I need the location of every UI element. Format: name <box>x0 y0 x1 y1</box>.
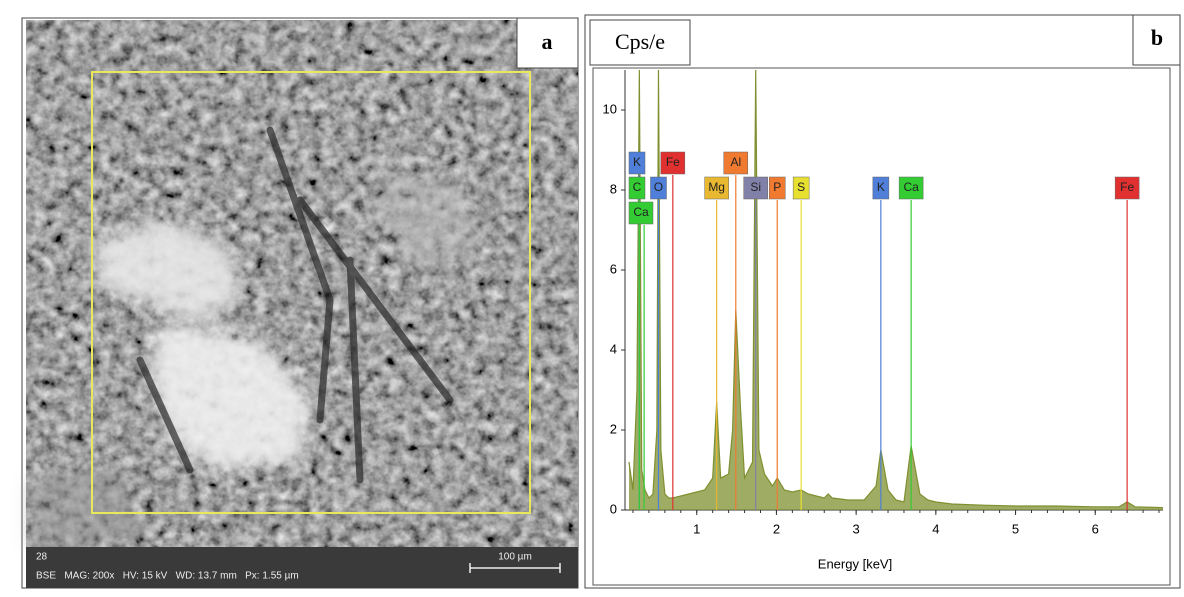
element-label: Ca <box>633 205 649 219</box>
element-label: O <box>654 180 663 194</box>
y-tick-label: 4 <box>610 341 617 356</box>
element-label: K <box>877 180 885 194</box>
unit-box <box>589 19 691 66</box>
x-tick-label: 6 <box>1092 521 1099 536</box>
selection-box <box>91 71 531 514</box>
y-tick-label: 0 <box>610 501 617 516</box>
scale-bar-label: 100 µm <box>498 552 532 563</box>
element-tag <box>792 176 810 200</box>
y-tick-label: 8 <box>610 181 617 196</box>
element-tag <box>628 176 646 200</box>
element-label: C <box>633 180 642 194</box>
y-tick-label: 10 <box>603 101 617 116</box>
panel-label-box <box>516 17 579 69</box>
panel-label-box <box>1132 14 1181 66</box>
element-tag <box>723 151 749 175</box>
element-label: S <box>797 180 805 194</box>
element-label: Mg <box>708 180 725 194</box>
element-label: Fe <box>666 155 680 169</box>
element-label: Fe <box>1120 180 1134 194</box>
element-tag <box>704 176 729 200</box>
info-line: BSE MAG: 200x HV: 15 kV WD: 13.7 mm Px: … <box>36 571 299 582</box>
element-label: K <box>633 155 641 169</box>
panel-label: a <box>542 29 553 54</box>
element-tag <box>898 176 924 200</box>
y-tick-label: 2 <box>610 421 617 436</box>
element-label: Si <box>750 180 761 194</box>
x-tick-label: 3 <box>853 521 860 536</box>
element-tag <box>743 176 768 200</box>
scale-bar <box>469 563 561 573</box>
element-tag <box>1114 176 1140 200</box>
sem-fibers <box>136 126 454 484</box>
x-tick-label: 4 <box>932 521 939 536</box>
panel-label: b <box>1151 25 1163 50</box>
info-number: 28 <box>36 552 48 563</box>
element-tag <box>768 176 786 200</box>
x-tick-label: 2 <box>773 521 780 536</box>
sem-bright-regions <box>30 170 480 545</box>
element-tag <box>660 151 686 175</box>
element-label: Al <box>730 155 741 169</box>
x-tick-label: 5 <box>1012 521 1019 536</box>
x-axis-label: Energy [keV] <box>818 556 892 571</box>
element-tag <box>650 176 667 200</box>
element-tag <box>628 151 646 175</box>
panel-a: a 28 BSE MAG: 200x HV: 15 kV WD: 13.7 mm… <box>21 17 579 589</box>
y-unit: Cps/e <box>615 29 665 54</box>
y-tick-label: 6 <box>610 261 617 276</box>
element-tag <box>628 201 654 225</box>
x-tick-label: 1 <box>693 521 700 536</box>
element-label: Ca <box>903 180 919 194</box>
element-label: P <box>773 180 781 194</box>
element-tag <box>872 176 890 200</box>
spectrum-line <box>628 70 1163 509</box>
